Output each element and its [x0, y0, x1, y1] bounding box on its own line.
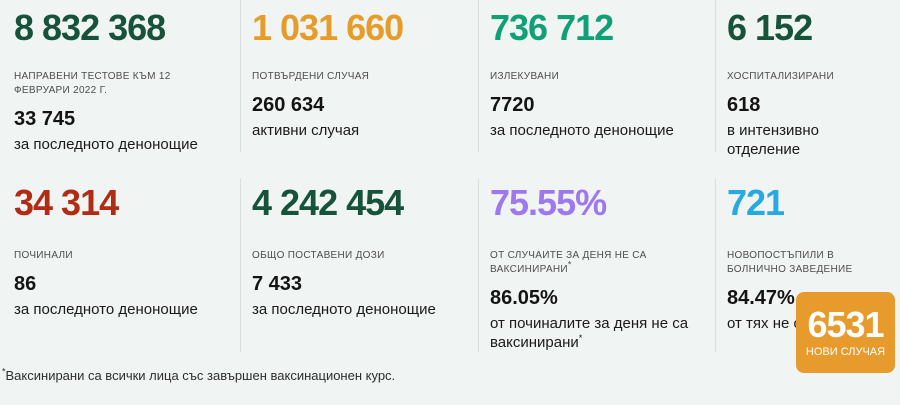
stat-label-text: НОВОПОСТЪПИЛИ В БОЛНИЧНО ЗАВЕДЕНИЕ [727, 250, 853, 275]
stat-sub-value: 84.47% [727, 287, 795, 309]
stat-value: 6 152 [727, 7, 813, 48]
stat-card-vaccine-doses: 4 242 454 ОБЩО ПОСТАВЕНИ ДОЗИ 7 433 за п… [240, 170, 478, 368]
stat-sub-value: 86 [14, 273, 37, 295]
stat-sub-label-text: от тях не са [727, 315, 810, 332]
stat-label-text: ХОСПИТАЛИЗИРАНИ [727, 71, 834, 82]
vaccination-footnote: *Ваксинирани са всички лица със завършен… [2, 366, 396, 383]
stat-value: 4 242 454 [252, 182, 404, 223]
stat-sub-label: за последното денонощие [14, 135, 224, 154]
stat-value: 721 [727, 182, 785, 223]
stat-sub-label: активни случая [252, 121, 462, 140]
stat-sub-label-text: за последното денонощие [14, 136, 198, 153]
stat-card-new-hospital-admissions: 721 НОВОПОСТЪПИЛИ В БОЛНИЧНО ЗАВЕДЕНИЕ 8… [715, 170, 900, 368]
new-cases-label: НОВИ СЛУЧАЯ [805, 346, 886, 358]
stat-sub-label: за последното денонощие [252, 300, 462, 319]
stat-label: ИЗЛЕКУВАНИ [490, 70, 701, 84]
stat-label-text: ОБЩО ПОСТАВЕНИ ДОЗИ [252, 250, 385, 261]
stat-label: ОТ СЛУЧАИТЕ ЗА ДЕНЯ НЕ СА ВАКСИНИРАНИ* [490, 249, 701, 277]
stat-label: НАПРАВЕНИ ТЕСТОВЕ КЪМ 12 ФЕВРУАРИ 2022 Г… [14, 70, 226, 98]
stat-sub-label: от тях не са [727, 314, 886, 333]
stat-sub-label-text: за последното денонощие [252, 301, 436, 318]
footnote-text: Ваксинирани са всички лица със завършен … [5, 368, 396, 383]
stat-label-text: ПОТВЪРДЕНИ СЛУЧАЯ [252, 71, 370, 82]
stat-sub-value: 7 433 [252, 273, 303, 295]
stat-sub-value: 260 634 [252, 94, 325, 116]
stat-label: НОВОПОСТЪПИЛИ В БОЛНИЧНО ЗАВЕДЕНИЕ [727, 249, 886, 277]
stat-sub-label-text: за последното денонощие [14, 301, 198, 318]
stat-sub-value: 33 745 [14, 108, 76, 130]
stat-label-text: ИЗЛЕКУВАНИ [490, 71, 560, 82]
stat-sub-value: 7720 [490, 94, 535, 116]
asterisk-note: * [567, 259, 572, 270]
stat-sub-value: 86.05% [490, 287, 558, 309]
stat-sub-label: в интензивно отделение [727, 121, 886, 159]
stat-card-hospitalized: 6 152 ХОСПИТАЛИЗИРАНИ 618 в интензивно о… [715, 0, 900, 170]
stat-label-text: ПОЧИНАЛИ [14, 250, 73, 261]
stat-sub-value: 618 [727, 94, 761, 116]
stat-sub-label: за последното денонощие [14, 300, 224, 319]
stats-row-bottom: 34 314 ПОЧИНАЛИ 86 за последното денонощ… [0, 170, 900, 368]
stat-sub-label-text: от починалите за деня не са ваксинирани [490, 315, 689, 351]
stat-label: ОБЩО ПОСТАВЕНИ ДОЗИ [252, 249, 464, 263]
stat-value: 736 712 [490, 7, 614, 48]
stat-label: ХОСПИТАЛИЗИРАНИ [727, 70, 886, 84]
stat-value: 1 031 660 [252, 7, 404, 48]
asterisk-note: * [2, 366, 6, 377]
stat-card-deceased: 34 314 ПОЧИНАЛИ 86 за последното денонощ… [0, 170, 240, 368]
stat-sub-label-text: активни случая [252, 122, 360, 139]
stat-sub-label: от починалите за деня не са ваксинирани* [490, 314, 700, 352]
stat-card-unvaccinated-share: 75.55% ОТ СЛУЧАИТЕ ЗА ДЕНЯ НЕ СА ВАКСИНИ… [478, 170, 715, 368]
stat-sub-label: за последното денонощие [490, 121, 700, 140]
stat-label: ПОТВЪРДЕНИ СЛУЧАЯ [252, 70, 464, 84]
stat-card-recovered: 736 712 ИЗЛЕКУВАНИ 7720 за последното де… [478, 0, 715, 170]
stat-sub-label-text: за последното денонощие [490, 122, 674, 139]
stat-card-confirmed-cases: 1 031 660 ПОТВЪРДЕНИ СЛУЧАЯ 260 634 акти… [240, 0, 478, 170]
stat-sub-label-text: в интензивно отделение [727, 122, 819, 158]
stat-card-tests-total: 8 832 368 НАПРАВЕНИ ТЕСТОВЕ КЪМ 12 ФЕВРУ… [0, 0, 240, 170]
stat-label: ПОЧИНАЛИ [14, 249, 226, 263]
stat-value: 8 832 368 [14, 7, 166, 48]
asterisk-note: * [578, 333, 583, 343]
stat-value: 34 314 [14, 182, 119, 223]
stats-row-top: 8 832 368 НАПРАВЕНИ ТЕСТОВЕ КЪМ 12 ФЕВРУ… [0, 0, 900, 170]
new-cases-badge: 6531 НОВИ СЛУЧАЯ [796, 292, 895, 373]
stat-label-text: ОТ СЛУЧАИТЕ ЗА ДЕНЯ НЕ СА ВАКСИНИРАНИ [490, 250, 647, 275]
new-cases-value: 6531 [807, 304, 884, 345]
stat-label-text: НАПРАВЕНИ ТЕСТОВЕ КЪМ 12 ФЕВРУАРИ 2022 Г… [14, 71, 171, 96]
stat-value: 75.55% [490, 182, 607, 223]
